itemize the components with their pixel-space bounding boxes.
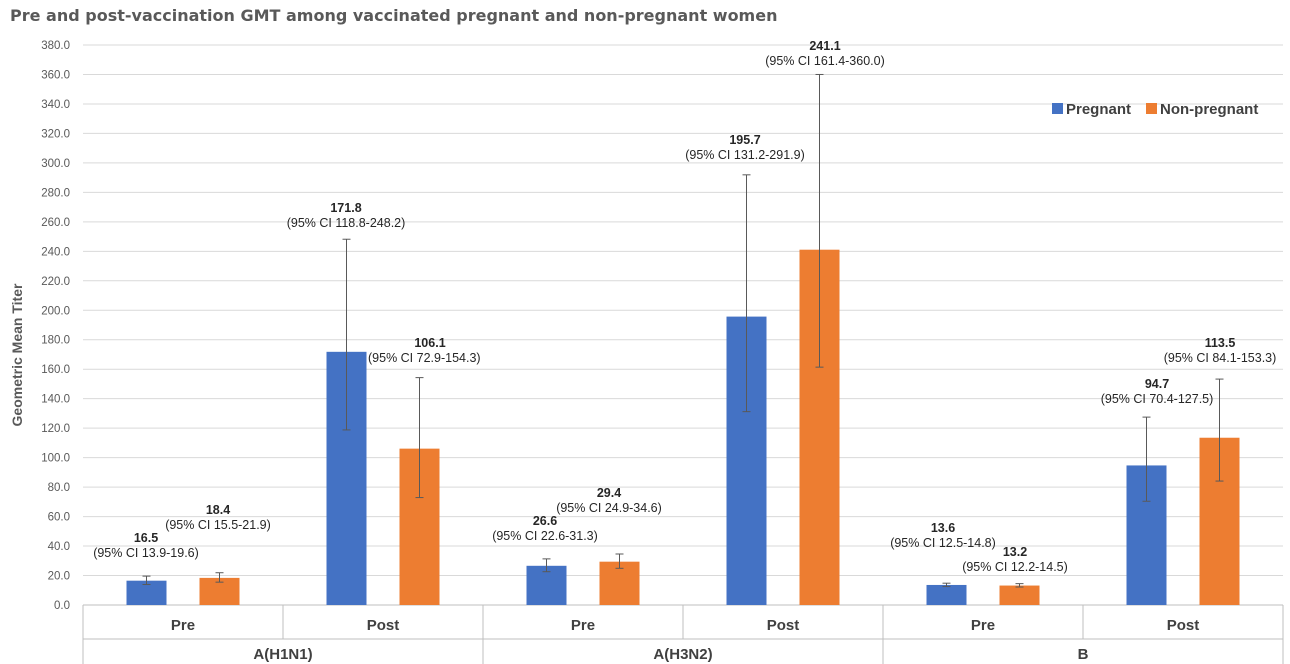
y-tick-label: 140.0 — [41, 394, 70, 406]
y-tick-label: 240.0 — [41, 246, 70, 258]
y-tick-label: 60.0 — [48, 512, 70, 524]
y-tick-label: 300.0 — [41, 158, 70, 170]
bar-non-pregnant — [599, 561, 640, 605]
y-tick-label: 280.0 — [41, 187, 70, 199]
y-tick-label: 0.0 — [54, 600, 70, 612]
y-tick-label: 20.0 — [48, 571, 70, 583]
data-label-value: 13.6 — [931, 521, 955, 535]
data-label-value: 26.6 — [533, 514, 557, 528]
data-label-ci: (95% CI 12.2-14.5) — [962, 560, 1068, 574]
data-label-ci: (95% CI 118.8-248.2) — [287, 216, 406, 230]
y-tick-label: 40.0 — [48, 541, 70, 553]
bar-non-pregnant — [999, 585, 1040, 605]
category-label: Pre — [971, 617, 995, 634]
y-tick-label: 220.0 — [41, 276, 70, 288]
data-label-ci: (95% CI 24.9-34.6) — [556, 501, 662, 515]
data-label-ci: (95% CI 22.6-31.3) — [492, 529, 598, 543]
y-tick-label: 80.0 — [48, 482, 70, 494]
data-label-value: 94.7 — [1145, 377, 1169, 391]
data-label-value: 113.5 — [1205, 336, 1236, 350]
legend-swatch — [1052, 103, 1063, 114]
y-axis-label: Geometric Mean Titer — [9, 283, 25, 426]
y-tick-label: 360.0 — [41, 69, 70, 81]
y-tick-label: 180.0 — [41, 335, 70, 347]
group-label: B — [1078, 646, 1089, 663]
data-label-value: 16.5 — [134, 531, 158, 545]
data-label-ci: (95% CI 13.9-19.6) — [93, 546, 199, 560]
data-label-ci: (95% CI 70.4-127.5) — [1101, 392, 1214, 406]
data-label-value: 106.1 — [414, 336, 445, 350]
y-tick-label: 320.0 — [41, 128, 70, 140]
bar-pregnant — [526, 565, 567, 605]
category-label: Post — [367, 617, 400, 634]
legend-swatch — [1146, 103, 1157, 114]
category-label: Post — [1167, 617, 1200, 634]
data-label-value: 29.4 — [597, 486, 621, 500]
y-tick-label: 160.0 — [41, 364, 70, 376]
data-label-ci: (95% CI 12.5-14.8) — [890, 536, 996, 550]
legend-label: Pregnant — [1066, 101, 1131, 118]
legend-label: Non-pregnant — [1160, 101, 1258, 118]
data-label-value: 241.1 — [809, 39, 840, 53]
y-tick-label: 380.0 — [41, 40, 70, 52]
y-tick-label: 200.0 — [41, 305, 70, 317]
y-tick-label: 120.0 — [41, 423, 70, 435]
group-label: A(H1N1) — [253, 646, 312, 663]
data-label-value: 171.8 — [330, 201, 361, 215]
y-tick-label: 340.0 — [41, 99, 70, 111]
category-label: Pre — [171, 617, 195, 634]
data-label-ci: (95% CI 72.9-154.3) — [368, 351, 481, 365]
y-tick-label: 260.0 — [41, 217, 70, 229]
data-label-ci: (95% CI 161.4-360.0) — [765, 54, 885, 68]
data-label-value: 195.7 — [729, 133, 760, 147]
chart-title: Pre and post-vaccination GMT among vacci… — [10, 6, 778, 25]
data-label-value: 18.4 — [206, 503, 230, 517]
data-label-value: 13.2 — [1003, 545, 1027, 559]
data-label-ci: (95% CI 131.2-291.9) — [685, 148, 805, 162]
bar-pregnant — [926, 584, 967, 605]
group-label: A(H3N2) — [653, 646, 712, 663]
data-label-ci: (95% CI 84.1-153.3) — [1164, 351, 1277, 365]
y-tick-label: 100.0 — [41, 453, 70, 465]
category-label: Post — [767, 617, 800, 634]
data-label-ci: (95% CI 15.5-21.9) — [165, 518, 271, 532]
category-label: Pre — [571, 617, 595, 634]
